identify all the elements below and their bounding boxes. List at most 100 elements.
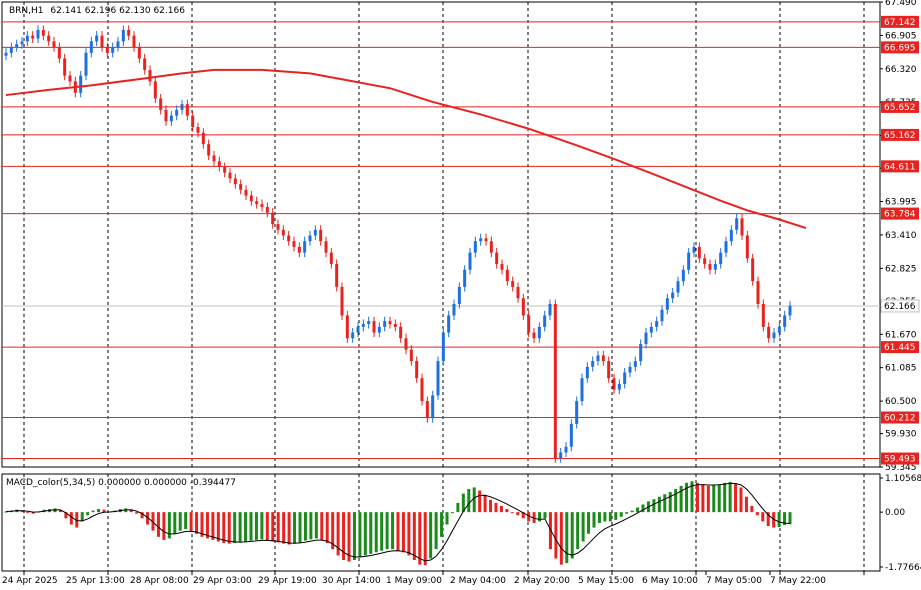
level-tag [881,341,919,354]
macd-bar [418,512,422,565]
candle-body [207,144,211,156]
candle-body [324,241,328,253]
macd-bar [156,512,160,537]
y-tick-label: 62.825 [885,264,917,274]
candle-body [111,47,115,53]
candle-body [185,104,189,116]
macd-bar [293,512,297,544]
candle-body [441,332,445,362]
macd-bar [4,511,8,513]
macd-bar [271,512,275,542]
macd-bar [140,512,144,519]
macd-bar [401,512,405,553]
macd-bar [619,512,623,517]
candle-body [751,258,755,282]
macd-bar [69,512,73,525]
macd-bar [527,512,531,522]
candle-body [105,47,109,53]
macd-panel-frame [1,473,881,572]
macd-bar [287,512,291,545]
y-tick-label: 59.345 [885,463,917,473]
candle-body [740,218,744,236]
candle-body [633,361,637,367]
macd-bar [744,496,748,513]
candle-body [303,241,307,253]
macd-bar [407,512,411,556]
macd-bar [652,499,656,513]
macd-bar [783,512,787,526]
candle-body [484,238,488,242]
macd-bar [216,512,220,542]
x-tick-label: 7 May 22:00 [770,576,826,586]
macd-bar [135,512,139,514]
level-tag [881,207,919,220]
candle-body [649,326,653,333]
macd-bar [75,512,79,528]
y-tick-label: 66.905 [885,31,917,41]
macd-bar [505,509,509,513]
candle-body [585,366,589,379]
macd-bar [412,512,416,561]
candle-body [735,218,739,230]
level-tag [881,452,919,465]
macd-bar [374,512,378,553]
macd-bar [320,512,324,540]
macd-bar [467,488,471,513]
candle-body [671,292,675,299]
macd-bar [265,512,269,541]
candle-body [100,35,104,48]
macd-bar [363,512,367,556]
candle-body [655,321,659,327]
macd-bar [565,512,569,564]
candle-body [436,361,440,396]
macd-bar [499,505,503,513]
macd-bar [668,492,672,513]
macd-bar [554,512,558,559]
macd-bar [184,512,188,530]
macd-bar [777,512,781,527]
y-tick-label: 61.670 [885,330,917,340]
macd-bar [450,512,454,514]
candle-body [756,281,760,305]
macd-bar [336,512,340,556]
macd-bar [489,499,493,513]
x-tick-label: 2 May 04:00 [450,576,506,586]
level-tag [881,15,919,28]
x-tick-label: 28 Apr 08:00 [130,576,189,586]
candle-body [95,35,99,42]
candle-body [121,29,125,42]
candle-body [260,204,264,207]
macd-bar [706,485,710,513]
macd-bar [434,512,438,550]
candle-body [708,264,712,270]
macd-header: MACD_color(5,34,5) 0.000000 0.000000 -0.… [6,478,236,488]
macd-bar [576,512,580,550]
candle-body [601,355,605,362]
candle-body [692,246,696,253]
candle-body [137,47,141,59]
candle-body [687,252,691,270]
macd-bar [254,512,258,540]
current-price-label: 62.166 [884,302,916,312]
candle-body [639,343,643,362]
macd-bar [521,512,525,519]
macd-bar [167,512,171,539]
macd-bar [173,512,177,534]
candle-body [308,235,312,242]
candle-body [228,172,232,179]
macd-bar [151,512,155,531]
macd-bar [227,512,231,544]
candle-body [191,115,195,128]
candle-body [431,395,435,419]
macd-bar [331,512,335,550]
x-tick-label: 5 May 15:00 [578,576,634,586]
macd-bar [325,512,329,544]
macd-bar [162,512,166,540]
candle-body [393,323,397,327]
candle-body [212,155,216,162]
candle-body [292,241,296,247]
candle-body [729,229,733,242]
macd-bar [630,510,634,513]
level-tag-label: 65.652 [884,103,916,113]
